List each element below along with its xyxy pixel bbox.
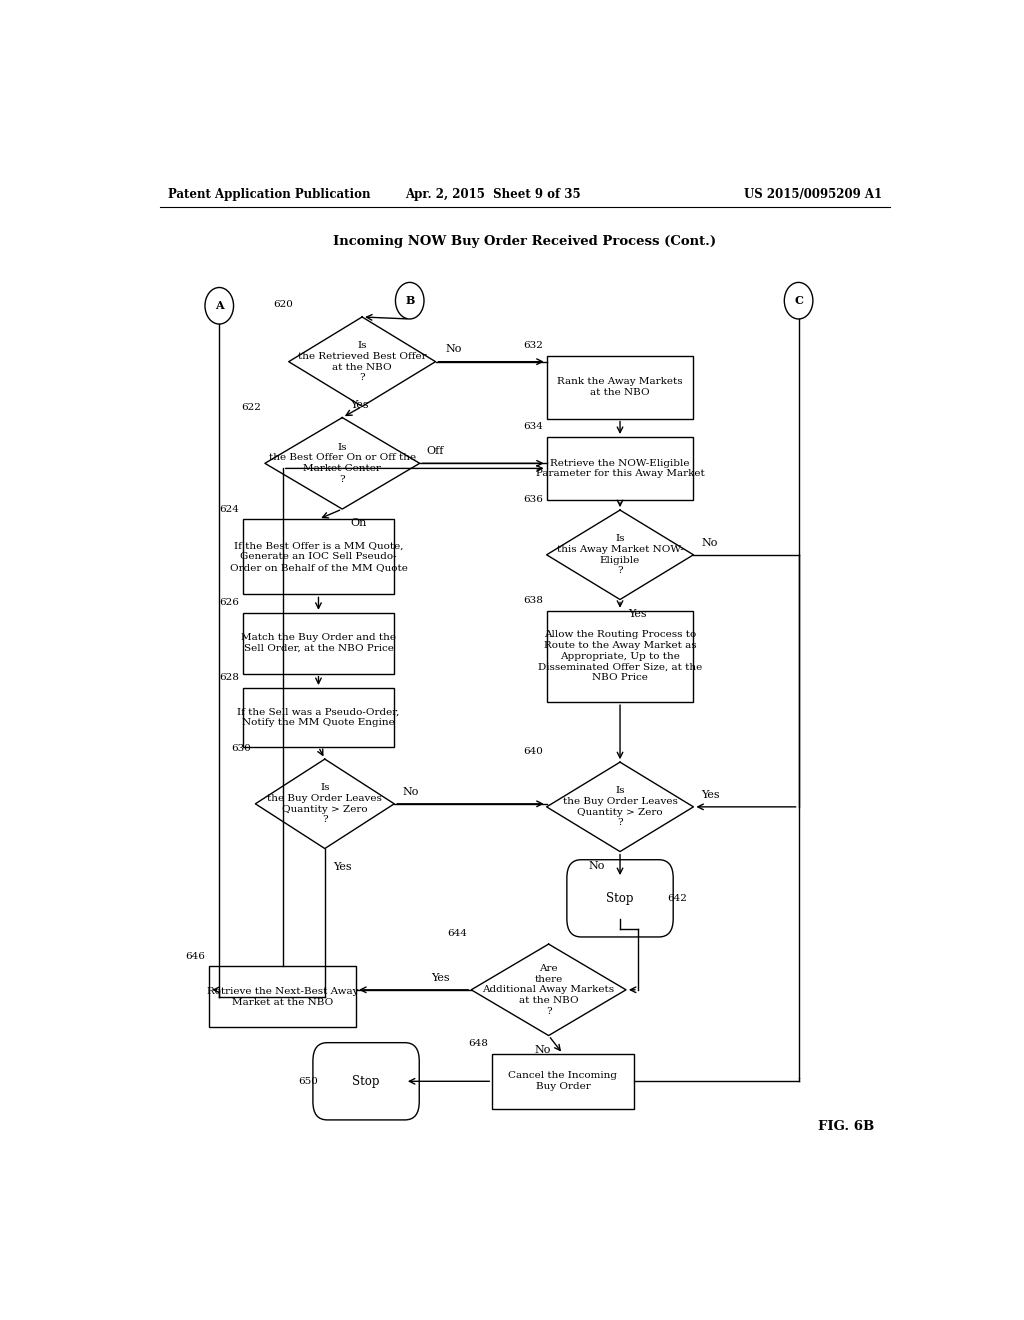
Text: Stop: Stop — [352, 1074, 380, 1088]
Text: Incoming NOW Buy Order Received Process (Cont.): Incoming NOW Buy Order Received Process … — [333, 235, 717, 248]
Text: Yes: Yes — [333, 862, 351, 871]
Text: Allow the Routing Process to
Route to the Away Market as
Appropriate, Up to the
: Allow the Routing Process to Route to th… — [538, 631, 702, 682]
Text: 634: 634 — [523, 422, 543, 432]
Text: 620: 620 — [272, 300, 293, 309]
Text: Stop: Stop — [606, 892, 634, 904]
Text: Match the Buy Order and the
Sell Order, at the NBO Price: Match the Buy Order and the Sell Order, … — [241, 634, 396, 653]
Text: If the Best Offer is a MM Quote,
Generate an IOC Sell Pseudo-
Order on Behalf of: If the Best Offer is a MM Quote, Generat… — [229, 541, 408, 572]
Text: Patent Application Publication: Patent Application Publication — [168, 189, 371, 202]
Bar — [493, 1053, 634, 1109]
Text: 650: 650 — [298, 1077, 317, 1086]
Text: Cancel the Incoming
Buy Order: Cancel the Incoming Buy Order — [508, 1072, 617, 1092]
Text: Off: Off — [426, 446, 443, 457]
Text: 626: 626 — [219, 598, 239, 607]
Text: Is
the Buy Order Leaves
Quantity > Zero
?: Is the Buy Order Leaves Quantity > Zero … — [562, 787, 678, 828]
Text: 642: 642 — [667, 894, 687, 903]
Text: Is
the Best Offer On or Off the
Market Center
?: Is the Best Offer On or Off the Market C… — [268, 442, 416, 484]
Text: Are
there
Additional Away Markets
at the NBO
?: Are there Additional Away Markets at the… — [482, 964, 614, 1016]
Text: 636: 636 — [523, 495, 543, 504]
Bar — [547, 437, 693, 500]
Text: No: No — [535, 1045, 551, 1055]
Text: Rank the Away Markets
at the NBO: Rank the Away Markets at the NBO — [557, 378, 683, 397]
Text: 632: 632 — [523, 341, 543, 350]
Text: 624: 624 — [219, 504, 239, 513]
Bar — [547, 611, 693, 702]
Text: 628: 628 — [219, 673, 239, 682]
Text: No: No — [701, 537, 718, 548]
Text: 630: 630 — [231, 744, 252, 754]
Text: Retrieve the NOW-Eligible
Parameter for this Away Market: Retrieve the NOW-Eligible Parameter for … — [536, 458, 705, 478]
Bar — [243, 688, 394, 747]
Text: 648: 648 — [468, 1039, 488, 1048]
Bar — [209, 966, 356, 1027]
Text: 638: 638 — [523, 597, 543, 605]
Text: Is
the Buy Order Leaves
Quantity > Zero
?: Is the Buy Order Leaves Quantity > Zero … — [267, 783, 382, 825]
Text: Is
this Away Market NOW-
Eligible
?: Is this Away Market NOW- Eligible ? — [557, 535, 683, 576]
Text: Yes: Yes — [701, 789, 720, 800]
Text: Yes: Yes — [628, 609, 646, 619]
Text: 646: 646 — [185, 952, 206, 961]
Text: No: No — [445, 345, 462, 355]
Text: If the Sell was a Pseudo-Order,
Notify the MM Quote Engine: If the Sell was a Pseudo-Order, Notify t… — [238, 708, 399, 727]
Text: Yes: Yes — [431, 973, 451, 982]
Text: Yes: Yes — [350, 400, 369, 411]
Text: C: C — [795, 296, 803, 306]
Text: 644: 644 — [447, 929, 467, 939]
Text: 622: 622 — [241, 403, 261, 412]
Text: A: A — [215, 300, 223, 312]
Text: 640: 640 — [523, 747, 543, 756]
Text: B: B — [406, 296, 415, 306]
Text: On: On — [350, 519, 367, 528]
Bar — [243, 612, 394, 673]
Text: US 2015/0095209 A1: US 2015/0095209 A1 — [743, 189, 882, 202]
Bar — [243, 519, 394, 594]
Text: No: No — [588, 861, 604, 871]
Text: Retrieve the Next-Best Away
Market at the NBO: Retrieve the Next-Best Away Market at th… — [207, 987, 358, 1007]
Text: Is
the Retrieved Best Offer
at the NBO
?: Is the Retrieved Best Offer at the NBO ? — [298, 341, 426, 383]
Text: No: No — [402, 787, 419, 796]
Text: Apr. 2, 2015  Sheet 9 of 35: Apr. 2, 2015 Sheet 9 of 35 — [406, 189, 581, 202]
Text: FIG. 6B: FIG. 6B — [818, 1119, 874, 1133]
Bar — [547, 355, 693, 418]
